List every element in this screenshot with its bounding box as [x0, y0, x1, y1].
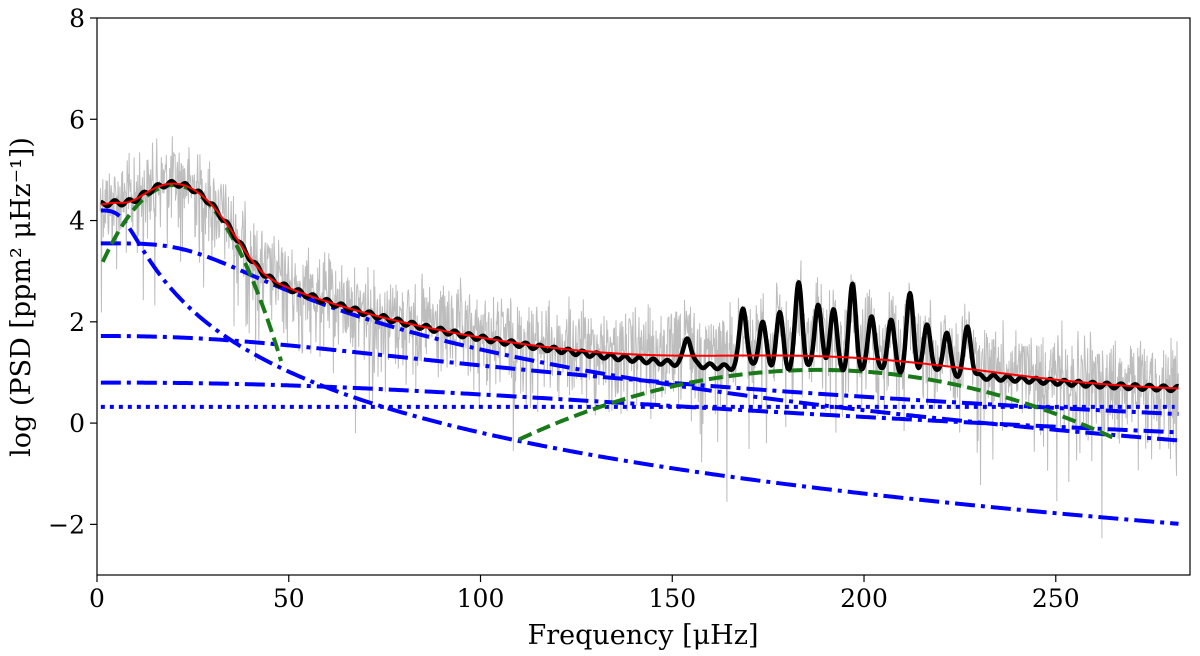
granulation-component-2-line	[100, 208, 1179, 526]
x-tick-label: 50	[273, 584, 305, 613]
x-axis: 0 50 100 150 200 250	[89, 575, 1080, 613]
y-tick-label: −2	[48, 510, 85, 539]
x-axis-label: Frequency [μHz]	[527, 620, 758, 651]
plot-area	[99, 136, 1180, 539]
y-axis: −2 0 2 4 6 8	[48, 4, 97, 539]
observed-psd-line	[99, 136, 1179, 539]
y-tick-label: 6	[69, 105, 85, 134]
granulation-component-3-line	[100, 334, 1179, 417]
plot-frame	[96, 17, 1191, 576]
y-axis-label: log (PSD [ppm² μHz⁻¹])	[6, 137, 37, 457]
y-tick-label: 2	[69, 308, 85, 337]
x-tick-label: 150	[648, 584, 696, 613]
y-tick-label: 0	[69, 409, 85, 438]
x-tick-label: 0	[89, 584, 105, 613]
x-tick-label: 200	[840, 584, 888, 613]
y-tick-label: 8	[69, 4, 85, 33]
x-tick-label: 100	[457, 584, 505, 613]
x-tick-label: 250	[1032, 584, 1080, 613]
gaussian-envelope-line	[518, 367, 1115, 442]
total-fit-line	[100, 182, 1179, 390]
plot-background	[97, 18, 1190, 575]
y-tick-label: 4	[69, 207, 85, 236]
